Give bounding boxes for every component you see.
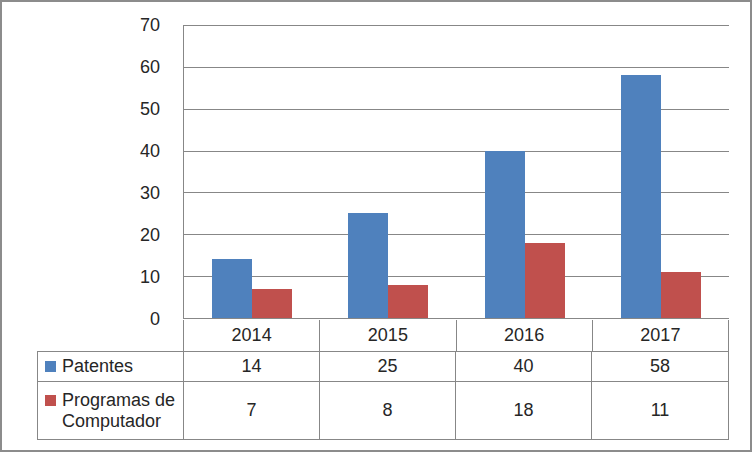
bar-group-2017 [593,25,729,318]
bar-group-2014 [184,25,320,318]
category-header-cell-2015: 2015 [320,320,456,351]
data-table: Patentes 14254058 Programas de Computador7… [37,351,729,440]
y-axis-tick-label: 30 [140,183,174,204]
bar-programas-de-computador-2015 [388,285,428,318]
y-axis-tick-label: 60 [140,57,174,78]
table-value-patentes-2016: 40 [456,352,592,382]
bar-patentes-2017 [621,75,661,318]
legend-row-programas-de-computador: Programas de Computador [38,382,184,439]
bar-patentes-2015 [348,213,388,318]
y-axis-tick-label: 0 [150,309,174,330]
chart-container: 0 10 20 30 40 50 60 70 2014201520162017 Patente… [0,0,752,452]
table-value-patentes-2015: 25 [320,352,456,382]
bar-patentes-2016 [485,151,525,318]
y-axis-tick-label: 40 [140,141,174,162]
y-axis-tick-label: 70 [140,15,174,36]
y-axis-tick-label: 50 [140,99,174,120]
category-header-cell-2017: 2017 [593,320,729,351]
x-axis-category-row: 2014201520162017 [183,320,729,351]
y-axis: 010203040506070 [2,25,174,319]
programas-de-computador-swatch-icon [45,395,56,406]
y-axis-tick-label: 20 [140,225,174,246]
bar-programas-de-computador-2017 [661,272,701,318]
table-value-patentes-2017: 58 [592,352,728,382]
legend-inner-programas-de-computador: Programas de Computador [45,390,183,432]
y-axis-tick-label: 10 [140,267,174,288]
bar-group-2016 [457,25,593,318]
bar-group-2015 [320,25,456,318]
table-value-programas-de-computador-2014: 7 [184,382,320,439]
bar-patentes-2014 [212,259,252,318]
table-value-programas-de-computador-2015: 8 [320,382,456,439]
table-value-programas-de-computador-2017: 11 [592,382,728,439]
patentes-swatch-icon [45,361,56,372]
legend-row-patentes: Patentes [38,352,184,382]
table-value-programas-de-computador-2016: 18 [456,382,592,439]
legend-inner-patentes: Patentes [45,356,133,377]
table-value-patentes-2014: 14 [184,352,320,382]
category-header-cell-2014: 2014 [184,320,320,351]
bar-programas-de-computador-2016 [525,243,565,318]
legend-label-patentes: Patentes [62,356,133,377]
bar-programas-de-computador-2014 [252,289,292,318]
legend-label-programas-de-computador: Programas de Computador [62,390,183,432]
plot-area [183,25,729,319]
category-header-cell-2016: 2016 [457,320,593,351]
